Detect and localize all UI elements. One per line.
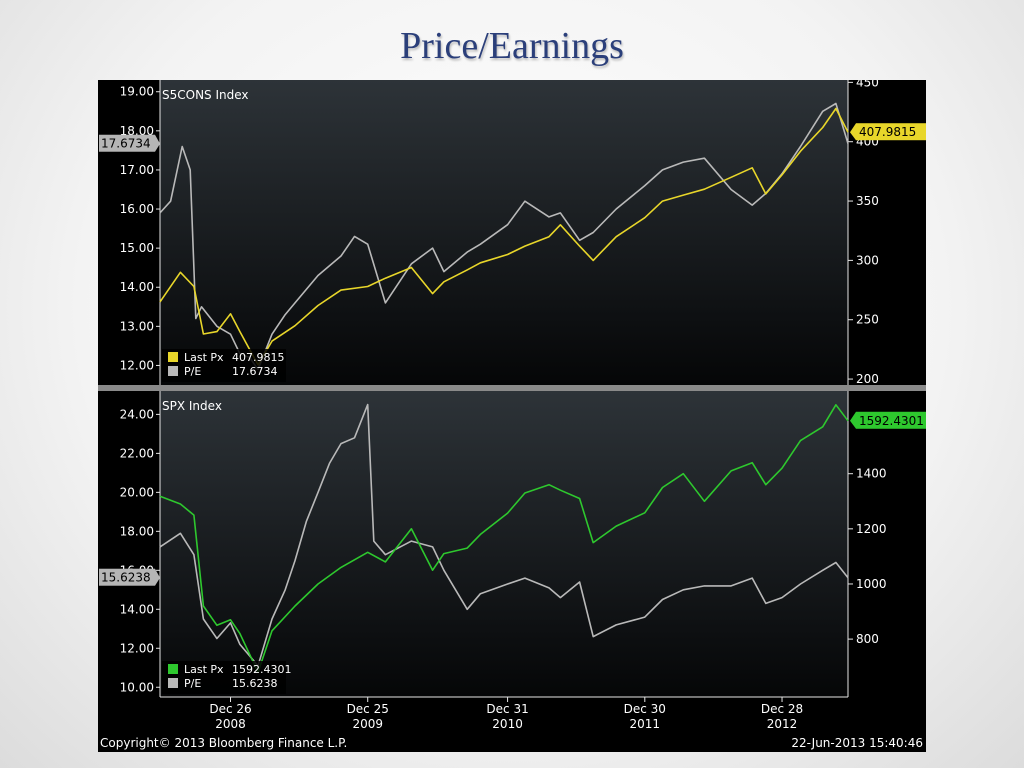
right-last-value-tag-box	[856, 411, 926, 429]
x-axis-tick-year: 2010	[492, 717, 523, 731]
right-last-value-tag-box	[856, 123, 926, 141]
legend-value: 1592.4301	[232, 663, 292, 676]
left-axis-tick-label: 12.00	[120, 358, 154, 372]
panel-s5cons: 19.00 18.00 17.00 16.00 15.00 14.00 13.00 12.00…	[99, 75, 926, 386]
right-axis-tick-label: 1400	[856, 467, 887, 481]
right-axis-tick-label: 1000	[856, 577, 887, 591]
left-axis-tick-label: 14.00	[120, 602, 154, 616]
left-last-value-tag-arrow	[155, 134, 160, 152]
x-axis-tick-year: 2008	[215, 717, 246, 731]
panel-spx: 24.0022.0020.0018.0016.0014.0012.0010.00…	[99, 391, 926, 697]
bloomberg-chart-window: 19.00 18.00 17.00 16.00 15.00 14.00 13.00 12.00…	[98, 75, 926, 752]
x-axis-tick-year: 2011	[630, 717, 661, 731]
left-last-value-tag-box	[99, 568, 155, 586]
right-axis-tick-label: 300	[856, 253, 879, 267]
right-axis-tick-label: 200	[856, 372, 879, 386]
right-axis-tick-label: 250	[856, 313, 879, 327]
left-axis-tick-label: 17.00	[120, 163, 154, 177]
x-axis-tick-year: 2009	[352, 717, 383, 731]
left-axis-tick-label: 18.00	[120, 524, 154, 538]
left-axis-tick-label: 14.00	[120, 280, 154, 294]
right-last-value-tag-arrow	[850, 411, 856, 429]
legend-label: Last Px	[184, 351, 224, 364]
left-last-value-tag: 15.6238	[101, 571, 151, 585]
copyright-text: Copyright© 2013 Bloomberg Finance L.P.	[100, 736, 347, 750]
plot-area	[160, 391, 848, 697]
legend-swatch	[168, 366, 178, 376]
chart-title: SPX Index	[162, 399, 222, 413]
pe-line	[159, 102, 849, 371]
left-axis-tick-label: 15.00	[120, 241, 154, 255]
x-axis-tick-label: Dec 31	[486, 702, 528, 716]
legend-swatch	[168, 664, 178, 674]
right-last-value-tag: 407.9815	[859, 125, 916, 139]
legend-value: 407.9815	[232, 351, 285, 364]
legend-label: Last Px	[184, 663, 224, 676]
legend-box	[162, 349, 286, 382]
right-last-value-tag: 1592.4301	[859, 414, 924, 428]
legend-value: 15.6238	[232, 677, 278, 690]
right-axis-tick-label: 350	[856, 194, 879, 208]
left-axis-tick-label: 20.00	[120, 485, 154, 499]
chart-title: S5CONS Index	[162, 88, 249, 102]
left-axis-tick-label: 22.00	[120, 446, 154, 460]
x-axis-tick-label: Dec 25	[347, 702, 389, 716]
timestamp-text: 22-Jun-2013 15:40:46	[791, 736, 923, 750]
left-last-value-tag-box	[99, 134, 155, 152]
panel-separator	[98, 385, 926, 391]
right-axis-tick-label: 800	[856, 632, 879, 646]
right-axis-tick-label: 450	[856, 80, 879, 89]
right-last-value-tag-arrow	[850, 123, 856, 141]
left-last-value-tag-arrow	[155, 568, 160, 586]
price-line	[159, 403, 849, 674]
legend-swatch	[168, 678, 178, 688]
slide-title: Price/Earnings	[400, 25, 624, 67]
x-axis-tick-year: 2012	[767, 717, 798, 731]
left-axis-tick-label: 10.00	[120, 680, 154, 694]
left-axis-tick-label: 16.00	[120, 202, 154, 216]
left-axis-tick-label: 12.00	[120, 641, 154, 655]
chart-svg: 19.00 18.00 17.00 16.00 15.00 14.00 13.00 12.00…	[98, 75, 926, 752]
legend-label: P/E	[184, 677, 201, 690]
price-line	[159, 107, 849, 366]
legend-label: P/E	[184, 365, 201, 378]
left-axis-tick-label: 18.00	[120, 124, 154, 138]
right-axis-tick-label: 1200	[856, 522, 887, 536]
left-last-value-tag: 17.6734	[101, 137, 151, 151]
x-axis-tick-label: Dec 26	[209, 702, 251, 716]
left-axis-tick-label: 24.00	[120, 407, 154, 421]
legend-value: 17.6734	[232, 365, 278, 378]
x-axis-tick-label: Dec 30	[624, 702, 666, 716]
legend-box	[162, 661, 286, 694]
plot-area	[160, 80, 848, 385]
legend-swatch	[168, 352, 178, 362]
x-axis-tick-label: Dec 28	[761, 702, 803, 716]
left-axis-tick-label: 13.00	[120, 319, 154, 333]
left-axis-tick-label: 19.00	[120, 85, 154, 99]
